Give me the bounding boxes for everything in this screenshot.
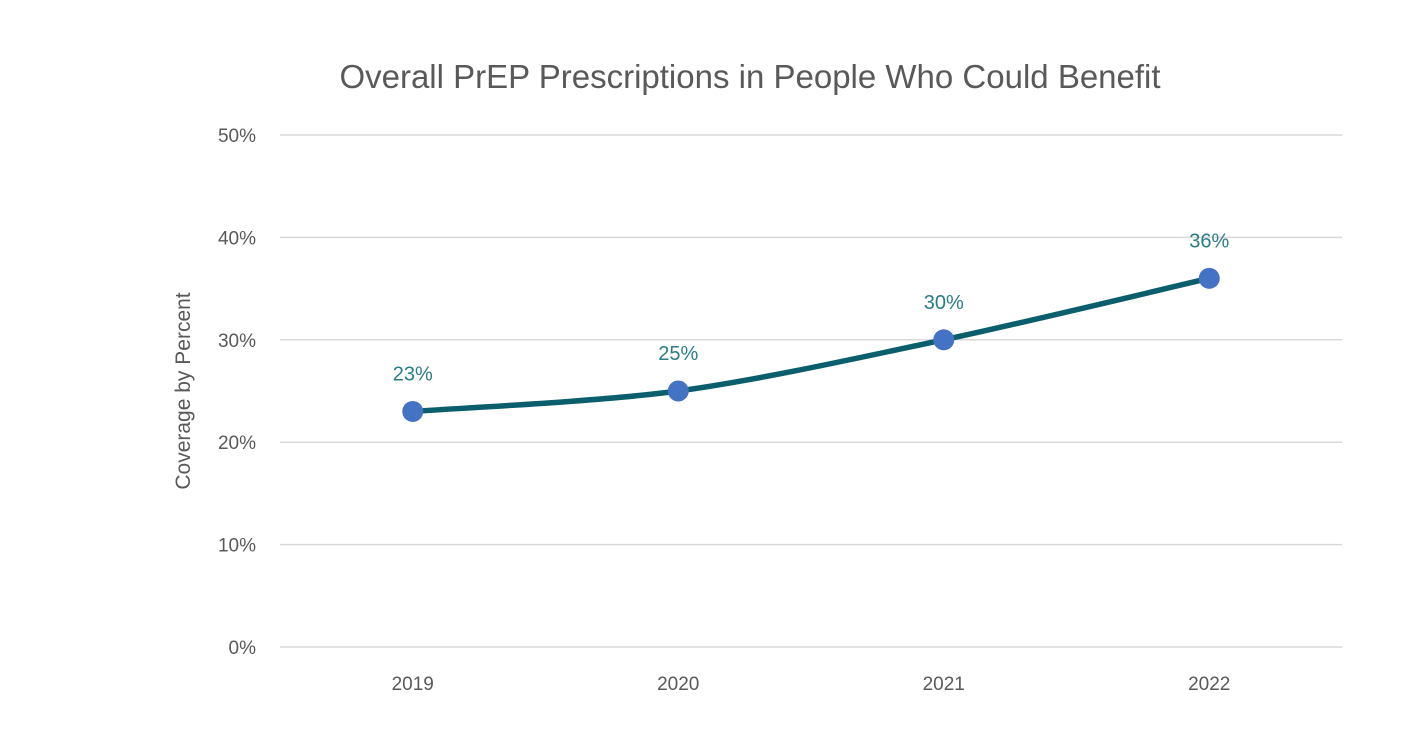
- data-point: [402, 400, 424, 422]
- data-label: 36%: [1189, 230, 1229, 252]
- data-point: [667, 380, 689, 402]
- y-tick-label: 40%: [218, 228, 256, 249]
- x-tick-label: 2019: [392, 674, 434, 695]
- x-tick-label: 2020: [657, 674, 699, 695]
- chart-title: Overall PrEP Prescriptions in People Who…: [339, 58, 1160, 95]
- y-axis-label: Coverage by Percent: [172, 292, 195, 489]
- data-label: 25%: [658, 343, 698, 365]
- y-tick-label: 30%: [218, 331, 256, 352]
- series-line: [410, 275, 1212, 415]
- data-point: [1198, 267, 1220, 289]
- y-tick-label: 20%: [218, 433, 256, 454]
- data-label: 23%: [393, 363, 433, 385]
- x-tick-label: 2022: [1188, 674, 1230, 695]
- data-point: [933, 329, 955, 351]
- y-tick-label: 10%: [218, 536, 256, 557]
- y-tick-label: 0%: [229, 638, 257, 659]
- data-label: 30%: [924, 292, 964, 314]
- x-tick-label: 2021: [923, 674, 965, 695]
- y-tick-label: 50%: [218, 126, 256, 147]
